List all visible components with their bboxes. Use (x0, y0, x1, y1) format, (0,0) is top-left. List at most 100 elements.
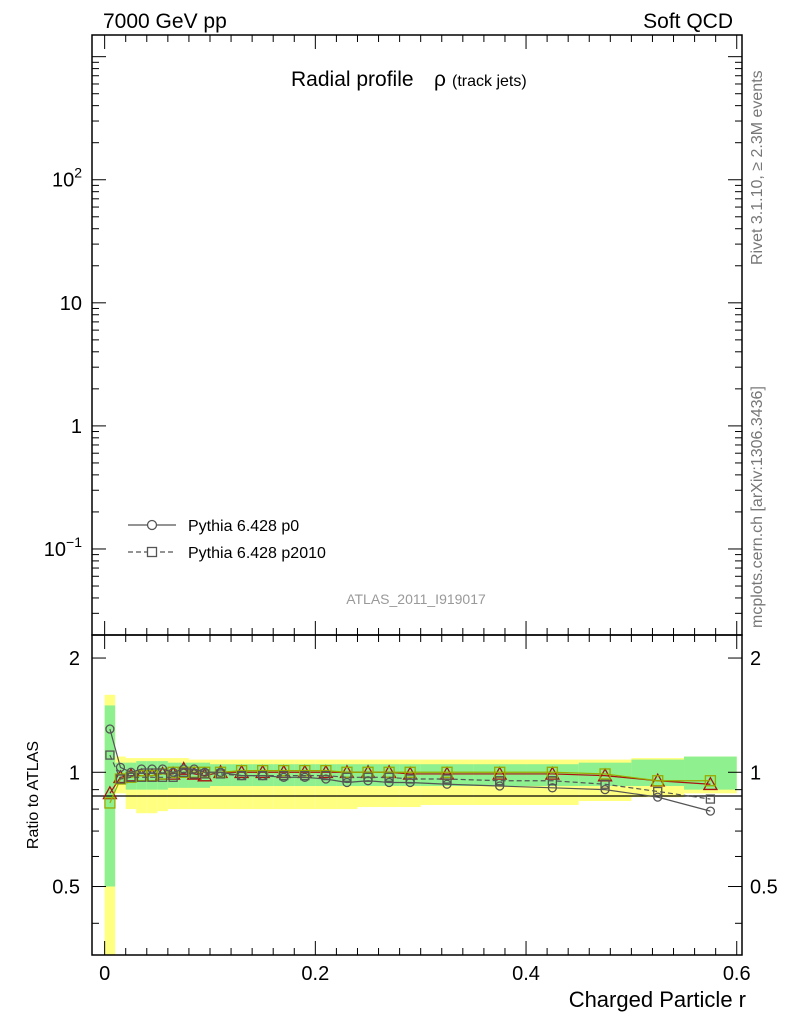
series-marker-0 (126, 767, 136, 777)
legend-label-p0: Pythia 6.428 p0 (188, 518, 299, 535)
main-y-tick-labels: 10−1 1 10 102 (44, 165, 82, 561)
series-marker-1 (258, 770, 268, 781)
x-tick-label: 0.6 (723, 963, 751, 985)
plot-title-sub: (track jets) (452, 73, 527, 90)
ratio-y-tick-label-right: 1 (750, 762, 761, 784)
main-y-ticks (92, 56, 742, 636)
header-left: 7000 GeV pp (103, 10, 227, 33)
series-marker-1 (126, 772, 136, 782)
series-marker-1 (147, 772, 157, 782)
series-marker-1 (547, 776, 558, 786)
series-marker-1 (600, 779, 610, 789)
series-marker-0 (442, 779, 452, 789)
series-marker-1 (179, 767, 189, 777)
series-layer (102, 724, 719, 816)
uncertainty-bands (104, 694, 737, 955)
x-axis-label: Charged Particle r (569, 987, 746, 1012)
series-marker-0 (189, 764, 199, 774)
legend-marker-p2010 (146, 546, 158, 558)
overlay-series-marker-1 (652, 775, 664, 787)
x-tick-labels: 0 0.2 0.4 0.6 (99, 963, 751, 985)
overlay-series-marker-1 (704, 775, 717, 787)
series-marker-1 (405, 774, 415, 784)
ratio-y-tick-label: 1 (69, 762, 80, 784)
series-marker-0 (495, 781, 505, 791)
overlay-series-marker-0 (402, 766, 418, 780)
main-panel: 10−1 1 10 102 Radial profile ρ (track jets)… (44, 34, 743, 636)
series-marker-0 (600, 784, 610, 795)
x-tick-label: 0.2 (301, 963, 329, 985)
overlay-series-line-1 (109, 770, 711, 804)
series-marker-1 (115, 774, 126, 784)
legend-label-p2010: Pythia 6.428 p2010 (188, 545, 326, 562)
analysis-id: ATLAS_2011_I919017 (346, 591, 486, 607)
series-marker-1 (363, 772, 373, 782)
x-tick-label: 0 (99, 963, 110, 985)
y-axis-label: Ratio to ATLAS (25, 741, 42, 849)
overlay-series-marker-1 (278, 764, 290, 777)
legend-marker-p0 (146, 519, 158, 531)
series-marker-1 (168, 772, 178, 782)
plot-title-main: Radial profile (291, 68, 414, 91)
overlay-series-marker-1 (104, 797, 116, 809)
ratio-y-tick-label: 0.5 (52, 877, 80, 899)
overlay-series-marker-0 (702, 776, 719, 791)
series-marker-1 (105, 750, 115, 760)
series-marker-1 (236, 770, 247, 781)
main-y-tick-label: 1 (71, 416, 82, 438)
series-marker-1 (200, 769, 210, 779)
stat-uncertainty-band (188, 762, 200, 788)
stat-uncertainty-band (157, 761, 168, 790)
ratio-y-tick-labels: 0.5 0.5 1 1 2 2 (52, 648, 778, 898)
ratio-y-tick-label: 2 (69, 648, 80, 670)
legend-entry-p0: Pythia 6.428 p0 (128, 518, 299, 535)
stat-uncertainty-band (115, 762, 126, 783)
series-line-0 (109, 728, 711, 812)
ratio-frame (91, 634, 743, 956)
series-marker-1 (157, 772, 168, 782)
main-y-tick-label: 10 (60, 293, 82, 315)
main-y-tick-label: 10−1 (44, 534, 82, 561)
series-marker-0 (105, 724, 115, 734)
series-marker-0 (115, 762, 126, 773)
ratio-y-ticks (92, 657, 742, 924)
ratio-panel: 0.5 0.5 1 1 2 2 0 0.2 0.4 0.6 Ratio to ATLAS Cha… (25, 35, 778, 1012)
series-marker-0 (342, 777, 352, 788)
series-marker-0 (384, 777, 394, 788)
ratio-y-tick-label-right: 0.5 (750, 877, 778, 899)
x-ticks (104, 35, 738, 955)
series-marker-0 (653, 792, 663, 802)
series-marker-1 (342, 772, 352, 782)
stat-uncertainty-band (526, 764, 579, 787)
series-marker-1 (653, 786, 663, 797)
ratio-y-tick-label-right: 2 (750, 648, 761, 670)
stat-uncertainty-band (167, 762, 179, 788)
mcplots-label: mcplots.cern.ch [arXiv:1306.3436] (749, 386, 766, 628)
overlay-series-marker-1 (441, 766, 453, 778)
main-y-tick-label: 102 (52, 165, 82, 192)
x-tick-label: 0.4 (512, 963, 540, 985)
series-marker-1 (705, 794, 716, 804)
header-right: Soft QCD (643, 10, 733, 33)
series-marker-1 (215, 769, 226, 779)
series-marker-0 (547, 783, 558, 793)
series-marker-1 (495, 776, 505, 786)
overlay-series-marker-1 (599, 768, 611, 780)
overlay-series-marker-1 (404, 766, 416, 778)
series-marker-1 (442, 774, 452, 784)
overlay-series-marker-0 (544, 766, 560, 780)
series-marker-1 (321, 770, 331, 781)
plot-title-symbol: ρ (434, 68, 446, 91)
series-marker-1 (189, 769, 199, 779)
series-marker-1 (384, 772, 394, 782)
overlay-series-marker-1 (341, 766, 353, 778)
overlay-series-marker-0 (492, 766, 508, 780)
legend: Pythia 6.428 p0 Pythia 6.428 p2010 (128, 518, 326, 562)
series-marker-1 (300, 770, 310, 781)
stat-uncertainty-band (684, 756, 737, 790)
series-marker-0 (705, 806, 716, 816)
rivet-version-label: Rivet 3.1.10, ≥ 2.3M events (749, 70, 766, 265)
series-marker-1 (136, 772, 147, 782)
series-marker-0 (168, 767, 178, 777)
legend-entry-p2010: Pythia 6.428 p2010 (128, 545, 326, 562)
